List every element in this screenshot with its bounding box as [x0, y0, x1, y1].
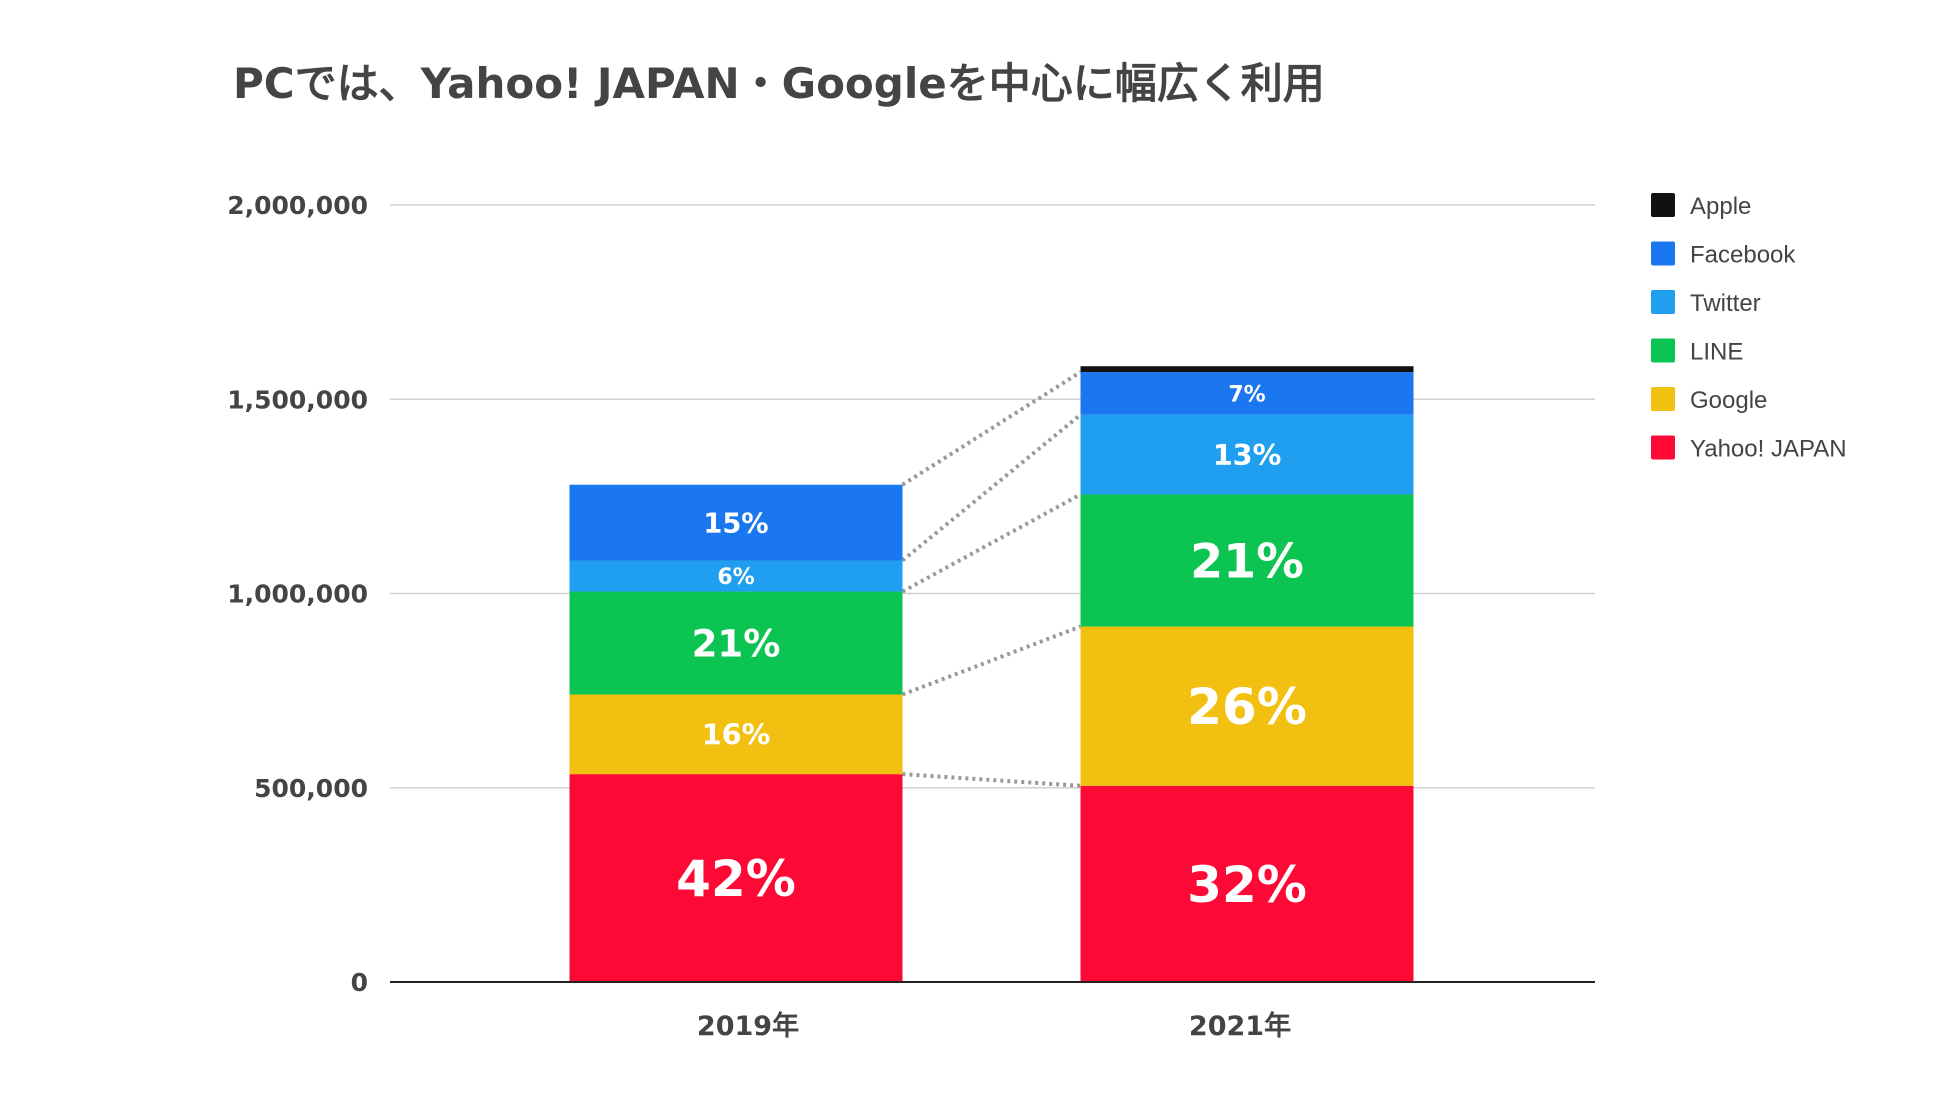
- data-label: 7%: [1228, 382, 1265, 407]
- bar-segment-google: [1080, 626, 1414, 786]
- legend-swatch-yahoo-japan: [1651, 435, 1675, 460]
- data-label: 26%: [1187, 678, 1307, 736]
- legend-label-yahoo-japan: Yahoo! JAPAN: [1690, 436, 1847, 463]
- bar-segment-google: [569, 694, 903, 775]
- bar-layer: 42% 16% 21% 6% 15% 32% 26% 21% 13% 7%: [569, 366, 1414, 982]
- bar-segment-facebook: [569, 484, 903, 561]
- legend-label-facebook: Facebook: [1690, 242, 1796, 269]
- data-label: 6%: [717, 565, 754, 590]
- connector-line: [901, 413, 1082, 563]
- bar-segment-facebook: [1080, 372, 1414, 415]
- connector-line: [902, 772, 1081, 788]
- connector-layer: [901, 370, 1082, 788]
- legend-label-line: LINE: [1690, 339, 1743, 366]
- data-label: 42%: [676, 850, 796, 908]
- bar-segment-yahoo-japan: [1080, 785, 1414, 982]
- chart-title: PCでは、Yahoo! JAPAN・Googleを中心に幅広く利用: [233, 59, 1325, 108]
- y-tick-label: 1,000,000: [227, 580, 368, 609]
- axis-layer: 0 500,000 1,000,000 1,500,000 2,000,000 2019年…: [227, 191, 1595, 1042]
- legend-swatch-line: [1651, 338, 1675, 363]
- data-label: 21%: [692, 622, 781, 665]
- legend-swatch-facebook: [1651, 241, 1675, 266]
- data-label: 21%: [1190, 535, 1304, 590]
- connector-line: [901, 370, 1082, 487]
- connector-line: [901, 492, 1082, 594]
- bar-segment-apple: [1080, 366, 1414, 373]
- legend: Apple Facebook Twitter LINE Google Yahoo! JAP…: [1651, 193, 1847, 463]
- legend-swatch-apple: [1651, 193, 1675, 217]
- bar-segment-yahoo-japan: [569, 774, 903, 982]
- data-label: 16%: [702, 718, 771, 752]
- y-tick-label: 1,500,000: [227, 385, 368, 414]
- legend-swatch-twitter: [1651, 290, 1675, 314]
- bar-segment-twitter: [1080, 414, 1414, 495]
- legend-label-google: Google: [1690, 387, 1767, 414]
- bar-segment-line: [569, 591, 903, 695]
- x-tick-label: 2019年: [697, 1010, 799, 1042]
- data-label: 15%: [703, 508, 768, 539]
- data-label: 13%: [1213, 438, 1282, 472]
- y-tick-label: 2,000,000: [227, 191, 368, 220]
- bar-segment-line: [1080, 494, 1414, 627]
- legend-label-apple: Apple: [1690, 193, 1751, 220]
- y-tick-label: 0: [351, 968, 368, 997]
- data-label: 32%: [1187, 856, 1307, 914]
- legend-label-twitter: Twitter: [1690, 290, 1761, 317]
- x-tick-label: 2021年: [1189, 1010, 1291, 1042]
- bar-segment-twitter: [569, 560, 903, 592]
- y-tick-label: 500,000: [254, 774, 368, 803]
- legend-swatch-google: [1651, 387, 1675, 411]
- connector-line: [901, 624, 1082, 697]
